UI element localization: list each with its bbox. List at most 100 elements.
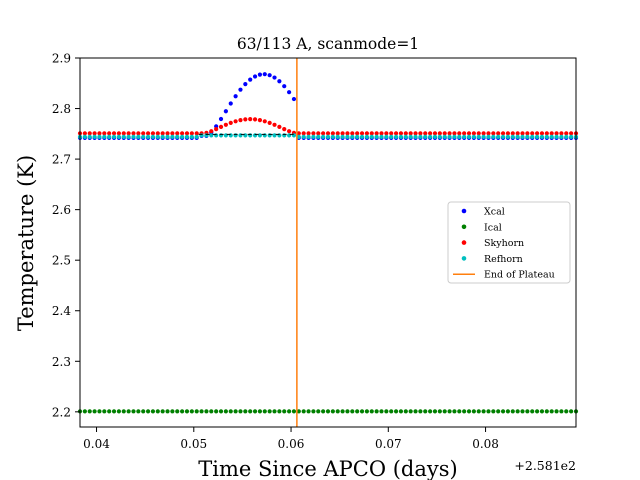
y-tick-label: 2.5	[52, 254, 71, 268]
data-point-skyhorn	[111, 131, 117, 136]
data-point-ical	[423, 409, 428, 414]
data-point-skyhorn	[316, 131, 321, 136]
data-point-ical	[393, 409, 399, 414]
data-point-ical	[530, 409, 535, 414]
data-point-skyhorn	[282, 127, 287, 132]
data-point-skyhorn	[311, 131, 316, 136]
data-point-refhorn	[486, 134, 491, 139]
data-point-skyhorn	[238, 118, 243, 123]
legend-label: Skyhorn	[484, 238, 524, 249]
data-point-skyhorn	[145, 131, 151, 136]
data-point-ical	[160, 409, 165, 414]
data-point-refhorn	[340, 134, 345, 139]
data-point-skyhorn	[97, 131, 102, 136]
data-point-refhorn	[413, 134, 418, 139]
data-point-skyhorn	[87, 131, 92, 136]
data-point-ical	[277, 409, 282, 414]
data-point-ical	[413, 409, 418, 414]
data-point-skyhorn	[369, 131, 374, 136]
data-point-ical	[282, 409, 287, 414]
data-point-xcal	[218, 116, 224, 122]
data-point-skyhorn	[462, 131, 467, 136]
y-tick-label: 2.9	[52, 52, 71, 66]
data-point-ical	[141, 409, 146, 414]
data-point-refhorn	[559, 134, 564, 139]
data-point-ical	[340, 409, 345, 414]
data-point-ical	[107, 409, 112, 414]
data-point-skyhorn	[442, 131, 447, 136]
data-point-refhorn	[462, 134, 467, 139]
x-tick-label: 0.08	[472, 437, 499, 451]
data-point-xcal	[248, 77, 253, 82]
data-point-skyhorn	[364, 131, 369, 136]
data-point-ical	[432, 409, 438, 414]
data-point-refhorn	[544, 134, 549, 139]
data-point-refhorn	[369, 134, 374, 139]
data-point-xcal	[252, 74, 258, 79]
data-point-refhorn	[257, 133, 263, 138]
data-point-ical	[554, 409, 559, 414]
data-point-ical	[481, 409, 486, 414]
data-point-skyhorn	[116, 131, 121, 136]
data-point-skyhorn	[505, 131, 511, 136]
data-point-skyhorn	[248, 117, 253, 122]
data-point-skyhorn	[121, 131, 126, 136]
x-tick-label: 0.04	[83, 437, 110, 451]
data-point-ical	[87, 409, 92, 414]
data-point-ical	[180, 409, 185, 414]
data-point-ical	[248, 409, 253, 414]
data-point-ical	[316, 409, 321, 414]
legend-box	[447, 201, 571, 284]
data-point-skyhorn	[175, 131, 180, 136]
data-point-refhorn	[126, 134, 131, 139]
data-point-refhorn	[184, 134, 190, 139]
data-point-refhorn	[428, 134, 433, 139]
data-point-skyhorn	[447, 131, 452, 136]
data-point-ical	[214, 409, 219, 414]
data-point-ical	[238, 409, 243, 414]
data-point-skyhorn	[457, 131, 462, 136]
data-point-ical	[515, 409, 520, 414]
y-tick-label: 2.3	[52, 355, 71, 369]
data-point-ical	[311, 409, 316, 414]
data-point-xcal	[291, 96, 297, 102]
data-point-skyhorn	[214, 127, 219, 132]
data-point-skyhorn	[340, 131, 345, 136]
data-point-skyhorn	[539, 131, 545, 136]
data-point-refhorn	[491, 134, 496, 139]
legend-marker	[461, 240, 467, 245]
data-point-refhorn	[408, 134, 413, 139]
data-point-skyhorn	[374, 131, 379, 136]
data-point-refhorn	[549, 134, 554, 139]
axis-ticks: 0.04 0.05 0.06 0.07 0.08 2.2 2.3 2.4 2.5 2.6 2.7 2.…	[52, 52, 499, 452]
data-point-refhorn	[92, 134, 97, 139]
x-axis-label: Time Since APCO (days)	[198, 457, 457, 480]
data-point-ical	[510, 409, 515, 414]
data-point-ical	[233, 409, 238, 414]
data-point-refhorn	[481, 134, 486, 139]
data-point-ical	[126, 409, 131, 414]
data-point-ical	[131, 409, 136, 414]
data-point-refhorn	[418, 134, 423, 139]
data-point-skyhorn	[301, 131, 306, 136]
data-point-ical	[447, 409, 452, 414]
chart-title: 63/113 A, scanmode=1	[237, 35, 419, 53]
data-point-refhorn	[442, 134, 447, 139]
data-point-ical	[364, 409, 369, 414]
data-point-skyhorn	[452, 131, 457, 136]
data-point-xcal	[262, 72, 267, 77]
data-point-refhorn	[471, 134, 476, 139]
data-point-skyhorn	[165, 131, 170, 136]
data-point-skyhorn	[471, 131, 476, 136]
data-point-refhorn	[569, 134, 574, 139]
plot-frame	[79, 57, 577, 428]
data-point-skyhorn	[184, 131, 190, 136]
data-point-ical	[462, 409, 467, 414]
data-point-ical	[418, 409, 423, 414]
data-point-skyhorn	[544, 131, 549, 136]
data-point-skyhorn	[262, 119, 267, 124]
data-point-refhorn	[160, 134, 165, 139]
data-point-ical	[520, 409, 525, 414]
x-axis-offset-label: +2.581e2	[514, 458, 576, 473]
